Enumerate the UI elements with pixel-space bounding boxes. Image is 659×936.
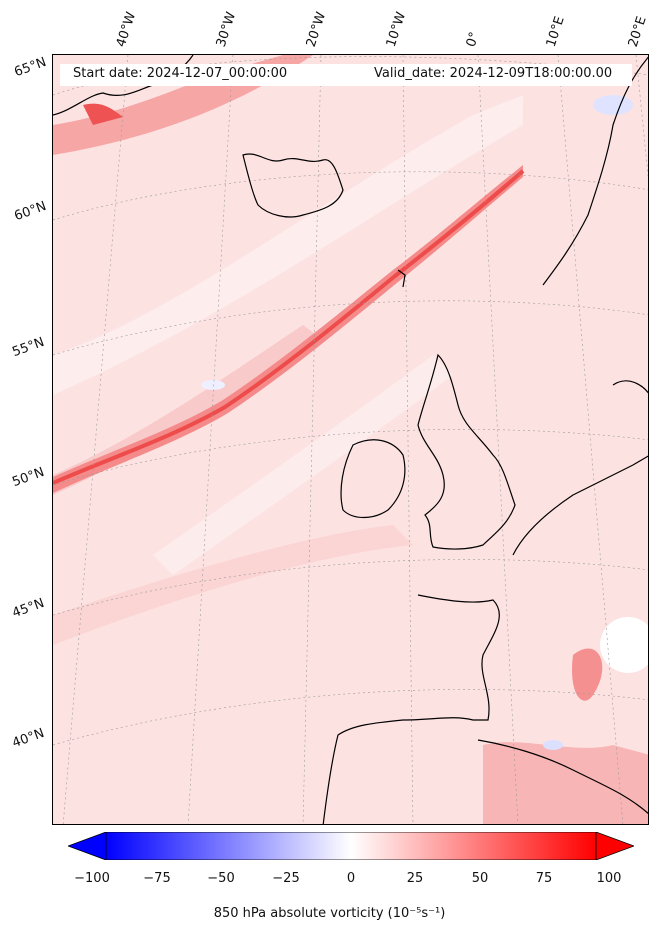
- weak-band: [53, 95, 523, 395]
- colorbar-tick-label: −75: [143, 871, 171, 886]
- lat-label: 50°N: [10, 464, 47, 491]
- shetland-coast: [397, 269, 406, 288]
- vorticity-band-core: [53, 169, 525, 485]
- denmark-coast: [612, 380, 648, 394]
- colorbar-extend-min: [68, 832, 107, 860]
- colorbar-title: 850 hPa absolute vorticity (10⁻⁵s⁻¹): [213, 906, 446, 921]
- colorbar-gradient: [105, 832, 597, 860]
- iceland-coast: [242, 153, 344, 218]
- vorticity-patch: [483, 742, 648, 824]
- colorbar-tick-label: 50: [471, 871, 489, 886]
- lat-label: 45°N: [10, 595, 47, 622]
- norway-coast: [542, 56, 648, 286]
- colorbar-tick-label: 75: [535, 871, 553, 886]
- lon-label: 40°W: [113, 10, 140, 49]
- colorbar-tick-label: 0: [346, 871, 356, 886]
- coastlines: [53, 55, 648, 824]
- lat-label: 55°N: [10, 334, 47, 361]
- ireland-coast: [340, 439, 406, 519]
- colorbar-tick-label: −100: [74, 871, 110, 886]
- colorbar-tick-label: −25: [272, 871, 300, 886]
- vorticity-patch: [572, 648, 603, 701]
- colorbar-tick-label: 100: [596, 871, 622, 886]
- lon-label: 20°E: [625, 14, 650, 50]
- weak-band: [153, 355, 453, 575]
- vorticity-map: [52, 54, 649, 825]
- header-background: [60, 64, 632, 86]
- vorticity-max: [83, 103, 123, 125]
- colorbar: [68, 832, 634, 860]
- colorbar-extend-max: [595, 832, 634, 860]
- lat-label: 40°N: [10, 725, 47, 752]
- colorbar-tick-label: −50: [207, 871, 235, 886]
- negative-patch: [543, 740, 563, 750]
- valid-date-label: Valid_date: 2024-12-09T18:00:00.00: [374, 66, 613, 81]
- vorticity-band-strong: [53, 165, 523, 493]
- start-date-label: Start date: 2024-12-07_00:00:00: [73, 66, 288, 81]
- negative-patch: [201, 380, 225, 390]
- great-britain-coast: [417, 353, 516, 550]
- lon-label: 10°E: [543, 14, 568, 50]
- map-canvas: [53, 55, 648, 824]
- lon-label: 0°: [463, 30, 483, 49]
- continental-coast: [512, 455, 648, 556]
- lat-label: 65°N: [12, 54, 49, 81]
- negative-patch: [593, 95, 633, 115]
- vorticity-min-patch: [600, 617, 648, 673]
- lon-label: 10°W: [383, 10, 410, 49]
- moderate-band: [53, 525, 413, 645]
- colorbar-tick-label: 25: [406, 871, 424, 886]
- lat-label: 60°N: [12, 198, 49, 225]
- iberia-france-coast: [322, 594, 500, 824]
- north-africa-coast: [477, 739, 648, 815]
- lon-label: 20°W: [303, 10, 330, 49]
- lon-label: 30°W: [213, 10, 240, 49]
